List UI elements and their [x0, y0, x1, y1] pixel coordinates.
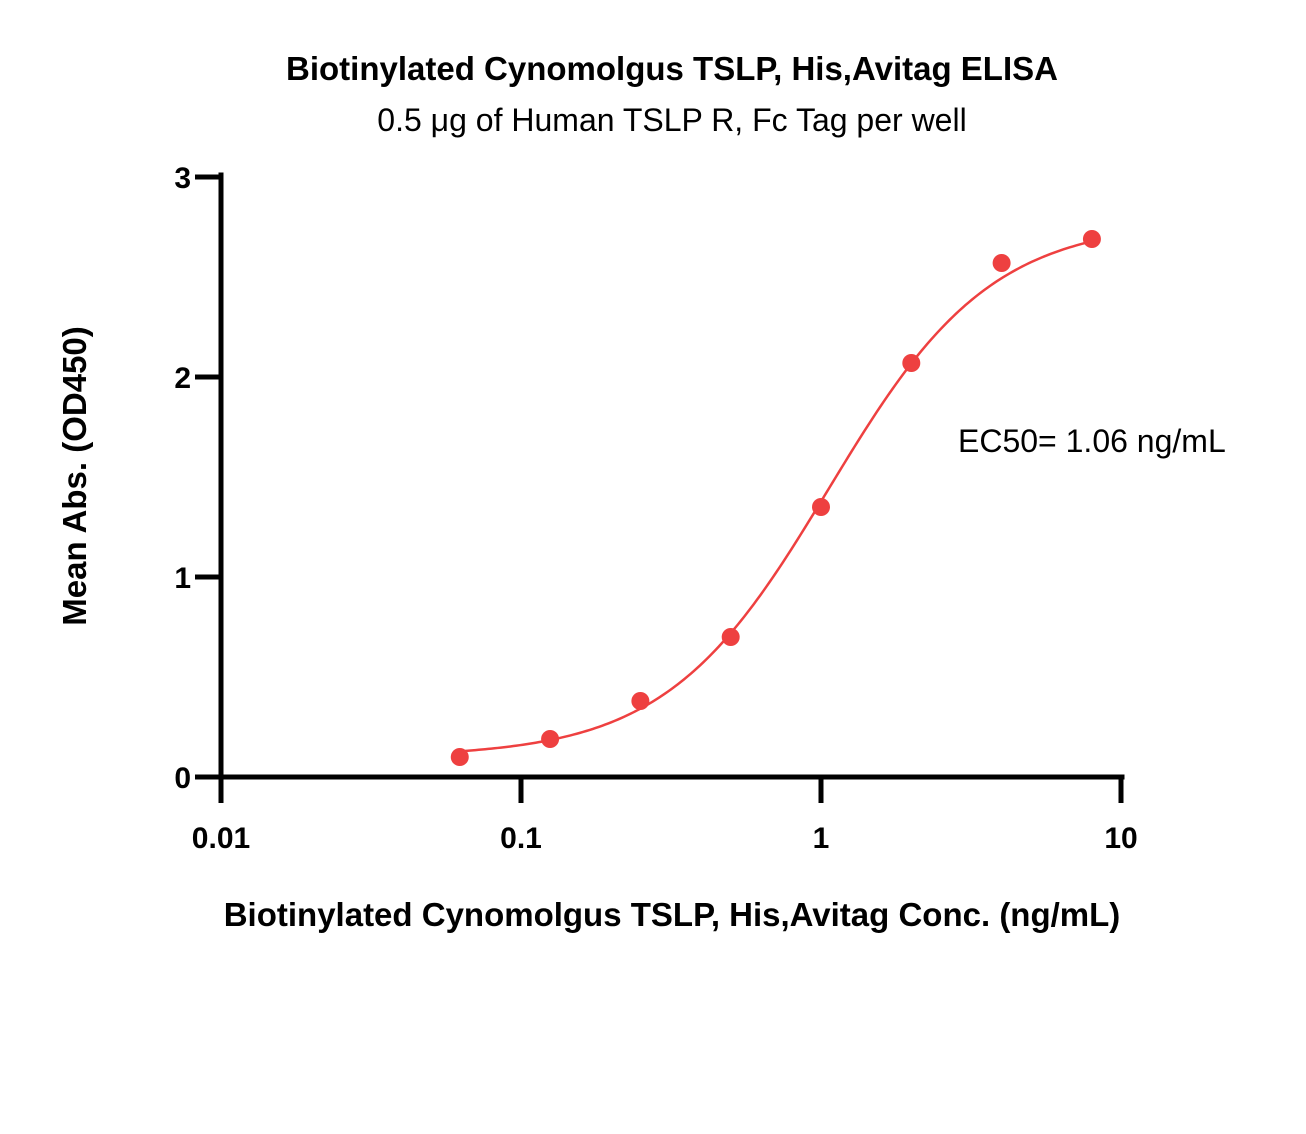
data-point — [631, 692, 650, 710]
x-tick-label: 0.01 — [192, 822, 250, 855]
data-point — [902, 354, 921, 372]
chart-title: Biotinylated Cynomolgus TSLP, His,Avitag… — [286, 50, 1058, 87]
data-point — [992, 254, 1011, 272]
y-axis-label: Mean Abs. (OD450) — [56, 326, 93, 626]
axes — [218, 172, 1125, 780]
y-tick-label: 3 — [174, 162, 191, 195]
ec50-annotation: EC50= 1.06 ng/mL — [958, 423, 1226, 459]
data-point — [812, 498, 830, 516]
data-point — [541, 730, 560, 748]
x-tick-label: 10 — [1104, 822, 1137, 855]
x-tick-label: 0.1 — [500, 822, 542, 855]
data-point — [1082, 230, 1101, 248]
y-tick-label: 0 — [174, 762, 191, 795]
data-point — [721, 628, 740, 646]
chart-subtitle: 0.5 μg of Human TSLP R, Fc Tag per well — [377, 102, 966, 138]
data-point — [450, 748, 469, 766]
axis-ticks: 0 1 2 3 0.01 0.1 1 10 — [174, 162, 1137, 855]
x-tick-label: 1 — [813, 822, 830, 855]
data-points — [450, 230, 1101, 766]
fit-curve-layer — [459, 240, 1093, 753]
fit-curve — [459, 240, 1093, 753]
x-axis-label: Biotinylated Cynomolgus TSLP, His,Avitag… — [224, 896, 1121, 933]
y-tick-label: 1 — [174, 562, 191, 595]
y-tick-label: 2 — [174, 362, 191, 395]
